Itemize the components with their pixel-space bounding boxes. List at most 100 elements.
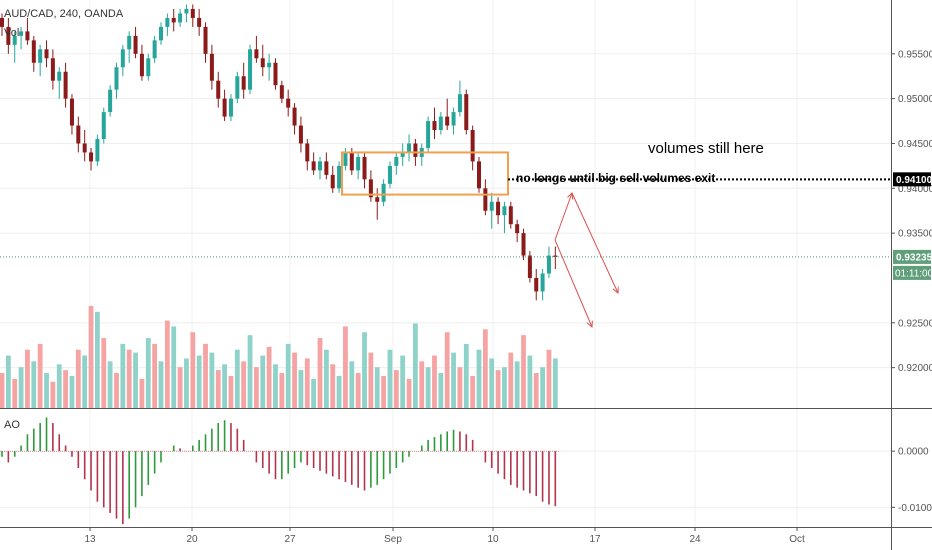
candle-body bbox=[343, 152, 348, 166]
volume-bar bbox=[241, 361, 247, 408]
candle-body bbox=[260, 58, 265, 68]
countdown-badge: 01:11:00 bbox=[895, 268, 932, 279]
candle-body bbox=[546, 255, 551, 274]
candle bbox=[203, 22, 208, 63]
candle bbox=[69, 94, 74, 135]
candle-body bbox=[241, 76, 246, 90]
volume-bar bbox=[266, 346, 272, 408]
candle bbox=[57, 67, 62, 99]
volume-bar bbox=[82, 355, 88, 408]
candle-body bbox=[527, 255, 532, 278]
candle bbox=[318, 156, 322, 180]
candle-body bbox=[152, 40, 157, 59]
candle bbox=[63, 62, 68, 108]
candle-body bbox=[38, 49, 43, 63]
candle-body bbox=[273, 62, 278, 86]
candle bbox=[178, 8, 183, 27]
candle-body bbox=[515, 224, 520, 234]
candle-body bbox=[337, 165, 342, 189]
candle bbox=[381, 179, 386, 207]
volume-bar bbox=[419, 361, 425, 408]
candle-body bbox=[171, 17, 176, 23]
volume-bar bbox=[336, 375, 342, 408]
volume-bar bbox=[273, 364, 278, 408]
volume-bar bbox=[88, 306, 94, 408]
candle bbox=[89, 147, 94, 171]
volume-bar bbox=[546, 349, 552, 408]
candle-body bbox=[496, 201, 501, 216]
candle bbox=[470, 125, 475, 171]
price-tick-label: 0.92500 bbox=[898, 318, 932, 329]
volume-bar bbox=[552, 358, 558, 408]
candle-body bbox=[82, 143, 87, 153]
volume-bar bbox=[463, 343, 469, 408]
date-tick-label: 24 bbox=[689, 534, 701, 545]
candle bbox=[419, 143, 424, 166]
candle-body bbox=[477, 161, 481, 189]
candle bbox=[496, 197, 501, 225]
volume-bar bbox=[196, 355, 202, 408]
no-longs-annotation: no longs until big sell volumes exit bbox=[516, 171, 716, 185]
candle-body bbox=[248, 49, 253, 90]
volume-bar bbox=[203, 343, 208, 408]
volume-bar bbox=[292, 352, 297, 408]
date-tick-label: 10 bbox=[487, 534, 499, 545]
volume-bar bbox=[323, 349, 329, 408]
candle-body bbox=[508, 206, 513, 225]
candle bbox=[101, 107, 106, 144]
candle-body bbox=[50, 58, 55, 81]
candle-body bbox=[305, 143, 310, 162]
volume-bar bbox=[152, 343, 158, 408]
volume-bar bbox=[476, 349, 482, 408]
volume-bar bbox=[362, 332, 367, 408]
volume-bar bbox=[285, 343, 291, 408]
candle-body bbox=[279, 85, 284, 99]
volume-bar bbox=[12, 378, 18, 408]
volume-bar bbox=[101, 338, 107, 408]
candle bbox=[356, 152, 361, 180]
candle bbox=[273, 58, 278, 90]
volume-bar bbox=[254, 367, 259, 408]
candle bbox=[521, 228, 526, 261]
candle-body bbox=[362, 156, 367, 180]
candle bbox=[279, 80, 284, 104]
candle bbox=[260, 44, 265, 77]
volume-bar bbox=[425, 367, 431, 408]
volume-bar bbox=[438, 373, 444, 408]
candle bbox=[426, 116, 431, 153]
volume-bar bbox=[393, 370, 399, 408]
volume-legend: Vol bbox=[4, 27, 20, 39]
candle bbox=[120, 44, 125, 77]
candle-body bbox=[159, 26, 163, 41]
candle bbox=[114, 62, 119, 99]
candle-body bbox=[63, 71, 68, 99]
volume-bar bbox=[139, 378, 145, 408]
volume-bar bbox=[451, 352, 456, 408]
candle-body bbox=[324, 161, 329, 175]
date-tick-label: Sep bbox=[384, 534, 402, 545]
candle-body bbox=[318, 161, 322, 171]
candle bbox=[82, 130, 87, 162]
volume-bar bbox=[349, 361, 355, 408]
candle-body bbox=[184, 8, 189, 14]
price-tick-label: 0.95000 bbox=[898, 94, 932, 105]
candle-body bbox=[44, 49, 49, 59]
volume-bar bbox=[234, 349, 240, 408]
volume-bar bbox=[355, 373, 361, 408]
candle-body bbox=[146, 58, 151, 77]
volume-bar bbox=[215, 370, 221, 408]
countdown-badge-bg bbox=[893, 265, 931, 280]
candle bbox=[343, 147, 348, 171]
candle-body bbox=[19, 31, 24, 36]
price-tick-label: 0.92000 bbox=[898, 363, 932, 374]
volume-bar bbox=[5, 355, 11, 408]
date-tick-label: 20 bbox=[186, 534, 198, 545]
volume-bar bbox=[413, 323, 418, 408]
volume-bar bbox=[0, 373, 5, 408]
volume-bar bbox=[56, 364, 62, 408]
volume-bar bbox=[279, 373, 285, 408]
candle-body bbox=[165, 17, 170, 27]
volume-bar bbox=[31, 361, 37, 408]
